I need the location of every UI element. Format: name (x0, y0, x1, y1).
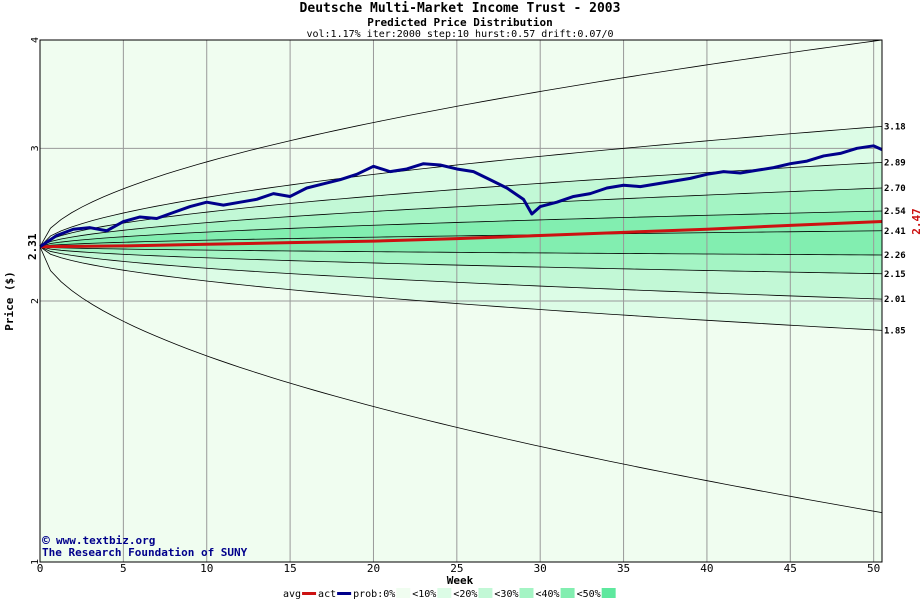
x-tick-label: 50 (867, 562, 880, 575)
x-axis-label: Week (447, 574, 474, 587)
copyright-icon: © (42, 534, 50, 549)
y-tick-label: 1 (30, 559, 41, 565)
legend-label-band: <50% (577, 589, 601, 600)
x-tick-label: 15 (283, 562, 296, 575)
legend-swatch-act (337, 592, 352, 595)
chart-params: vol:1.17% iter:2000 step:10 hurst:0.57 d… (306, 29, 613, 40)
legend-label-band: <40% (536, 589, 560, 600)
band-boundary-line (39, 246, 883, 300)
band-end-label: 2.26 (884, 251, 906, 261)
y-tick-label: 3 (30, 145, 41, 151)
x-axis-ticks: 0 5 10 15 20 25 30 35 40 45 50 (37, 562, 881, 575)
end-price-label: 2.47 (910, 208, 920, 235)
x-tick-label: 5 (120, 562, 127, 575)
chart-title: Deutsche Multi-Market Income Trust - 200… (300, 1, 621, 16)
y-tick-label: 2 (30, 298, 41, 304)
legend-label-act: act (318, 589, 336, 600)
band-boundary-line (39, 210, 883, 248)
legend-swatch-band (519, 588, 534, 598)
y-axis-label: Price ($) (3, 271, 16, 331)
band-end-label: 2.41 (884, 227, 906, 237)
plot-frame (39, 39, 883, 563)
x-tick-label: 0 (37, 562, 44, 575)
x-tick-label: 10 (200, 562, 213, 575)
band-end-label: 3.18 (884, 122, 906, 132)
y-tick-label: 4 (30, 37, 41, 43)
watermark-url: www.textbiz.org (56, 534, 155, 547)
chart-subtitle: Predicted Price Distribution (367, 16, 552, 29)
legend: avg act prob: 0% <10% <20% <30% <40% <50% (283, 588, 616, 600)
legend-swatch-band (437, 588, 452, 598)
band-boundary-line (39, 246, 883, 256)
legend-label-band: <10% (412, 589, 436, 600)
series-avg-line (39, 220, 883, 249)
legend-swatch-band (396, 588, 411, 598)
x-tick-label: 40 (700, 562, 713, 575)
legend-swatch-band (478, 588, 493, 598)
band-boundary-line (39, 246, 883, 331)
band-boundary-line (39, 39, 883, 247)
series (39, 144, 883, 249)
legend-swatch-band (560, 588, 575, 598)
x-tick-label: 30 (534, 562, 547, 575)
legend-label-band: 0% (383, 589, 395, 600)
band-end-label: 2.54 (884, 207, 906, 217)
legend-swatch-avg (302, 592, 317, 595)
band-end-label: 1.85 (884, 326, 906, 336)
start-price-label: 2.31 (26, 233, 39, 260)
legend-label-avg: avg (283, 589, 301, 600)
legend-label-band: <30% (494, 589, 518, 600)
x-tick-label: 25 (450, 562, 463, 575)
band-boundary-line (39, 125, 883, 248)
legend-label-band: <20% (453, 589, 477, 600)
x-tick-label: 35 (617, 562, 630, 575)
band-boundary-line (39, 246, 883, 514)
series-act-line (39, 144, 883, 248)
band-boundary-line (39, 187, 883, 248)
x-tick-label: 45 (784, 562, 797, 575)
band-end-label: 2.01 (884, 295, 906, 305)
legend-label-prob: prob: (353, 589, 383, 600)
band-boundary-line (39, 161, 883, 248)
x-tick-label: 20 (367, 562, 380, 575)
watermark-org: The Research Foundation of SUNY (42, 546, 248, 559)
band-boundary-line (39, 246, 883, 275)
band-end-label: 2.70 (884, 184, 906, 194)
band-end-label: 2.89 (884, 158, 906, 168)
legend-swatch-band (601, 588, 616, 598)
band-boundary-line (39, 230, 883, 248)
y-axis-ticks: 1 2 3 4 (30, 37, 41, 565)
band-labels: 3.18 2.89 2.70 2.54 2.41 2.26 2.15 2.01 1.85 (884, 122, 906, 336)
band-end-label: 2.15 (884, 270, 906, 280)
